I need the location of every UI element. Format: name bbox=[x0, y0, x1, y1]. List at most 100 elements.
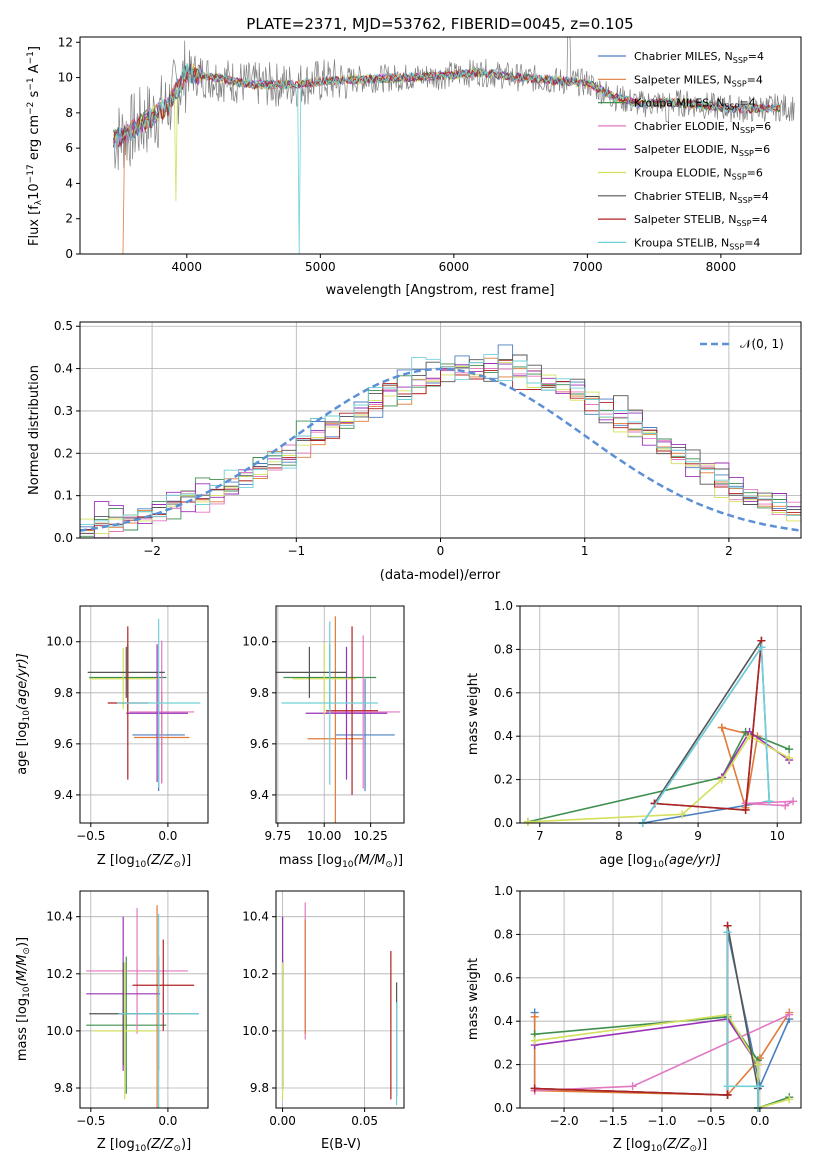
histogram-series bbox=[79, 344, 802, 539]
spectrum-legend: Chabrier MILES, NSSP=4 Salpeter MILES, NS… bbox=[598, 50, 771, 251]
x-tick-label: −1.0 bbox=[647, 1114, 676, 1128]
legend-label: Salpeter STELIB, NSSP=4 bbox=[634, 213, 768, 228]
y-tick-label: 9.8 bbox=[54, 1081, 73, 1095]
y-tick-label: 1.0 bbox=[494, 599, 513, 613]
spectrum-frame bbox=[79, 36, 802, 255]
mass-weight-marker bbox=[717, 775, 726, 784]
y-tick-label: 9.4 bbox=[250, 788, 269, 802]
mass-extinction-xlabel: E(B-V) bbox=[321, 1137, 361, 1152]
mass-weight-marker bbox=[628, 1082, 637, 1091]
age-metallicity-frame bbox=[79, 605, 209, 824]
histogram-step-line bbox=[80, 354, 801, 527]
mass-weight-age-ylabel: mass weight bbox=[466, 673, 481, 755]
y-tick-label: 2 bbox=[65, 212, 73, 226]
x-tick-label: 8 bbox=[615, 829, 623, 843]
mass-weight-metallicity-grid bbox=[520, 890, 801, 1109]
y-tick-label: 10.0 bbox=[242, 1024, 269, 1038]
mass-weight-metallicity-lines bbox=[530, 921, 794, 1112]
mass-weight-marker bbox=[789, 797, 798, 806]
mass-weight-marker bbox=[717, 723, 726, 732]
mass-metallicity-xticks: −0.5 0.0 bbox=[76, 1108, 177, 1128]
y-tick-label: 0.2 bbox=[494, 1058, 513, 1072]
mass-weight-marker bbox=[785, 753, 794, 762]
x-tick-label: 0.0 bbox=[750, 1114, 769, 1128]
mass-metallicity-frame bbox=[79, 890, 209, 1109]
x-tick-label: 9 bbox=[694, 829, 702, 843]
x-tick-label: 10 bbox=[770, 829, 785, 843]
age-mass-frame bbox=[275, 605, 405, 824]
y-tick-label: 10.4 bbox=[242, 910, 269, 924]
age-mass-yticks: 9.4 9.6 9.8 10.0 bbox=[242, 635, 276, 802]
y-tick-label: 9.6 bbox=[54, 737, 73, 751]
normal-legend-label: 𝒩(0, 1) bbox=[740, 337, 784, 351]
mass-weight-age-grid bbox=[520, 605, 801, 824]
mass-weight-marker bbox=[753, 1082, 762, 1091]
x-tick-label: 0 bbox=[437, 544, 445, 558]
y-tick-label: 0.0 bbox=[494, 1101, 513, 1115]
legend-label: Chabrier MILES, NSSP=4 bbox=[634, 50, 764, 65]
x-tick-label: 7000 bbox=[572, 260, 603, 274]
spectrum-xlabel: wavelength [Angstrom, rest frame] bbox=[326, 283, 555, 298]
y-tick-label: 10.0 bbox=[46, 1024, 73, 1038]
mass-extinction-yticks: 9.8 10.0 10.2 10.4 bbox=[242, 910, 276, 1095]
y-tick-label: 0.1 bbox=[54, 489, 73, 503]
x-tick-label: 0.0 bbox=[158, 1114, 177, 1128]
mass-extinction-errorbars bbox=[281, 902, 398, 1106]
x-tick-label: −0.5 bbox=[76, 1114, 105, 1128]
x-tick-label: 10.25 bbox=[353, 829, 387, 843]
y-tick-label: 0.5 bbox=[54, 319, 73, 333]
age-mass-panel: 9.75 10.00 10.25 9.4 9.6 9.8 10.0 mass [log10… bbox=[242, 605, 405, 870]
y-tick-label: 10.0 bbox=[242, 635, 269, 649]
mass-weight-marker bbox=[723, 928, 732, 937]
mass-weight-marker bbox=[785, 745, 794, 754]
x-tick-label: 8000 bbox=[706, 260, 737, 274]
y-tick-label: 10.2 bbox=[46, 967, 73, 981]
y-tick-label: 1.0 bbox=[494, 884, 513, 898]
histogram-frame bbox=[79, 321, 802, 539]
y-tick-label: 0.6 bbox=[494, 971, 513, 985]
x-tick-label: −0.5 bbox=[696, 1114, 725, 1128]
spectrum-title: PLATE=2371, MJD=53762, FIBERID=0045, z=0… bbox=[246, 15, 633, 33]
y-tick-label: 0.4 bbox=[494, 1014, 513, 1028]
y-tick-label: 0.4 bbox=[494, 729, 513, 743]
mass-weight-metallicity-xlabel: Z [log10(Z/Z⊙)] bbox=[613, 1137, 707, 1154]
x-tick-label: 2 bbox=[725, 544, 733, 558]
mass-metallicity-grid bbox=[80, 891, 208, 1108]
mass-weight-line bbox=[527, 730, 790, 823]
mass-weight-age-yticks: 0.0 0.2 0.4 0.6 0.8 1.0 bbox=[494, 599, 520, 830]
mass-metallicity-yticks: 9.8 10.0 10.2 10.4 bbox=[46, 910, 80, 1095]
legend-label: Chabrier STELIB, NSSP=4 bbox=[634, 190, 769, 205]
mass-weight-marker bbox=[785, 1010, 794, 1019]
mass-metallicity-errorbars bbox=[86, 905, 199, 1108]
x-tick-label: 10.00 bbox=[307, 829, 341, 843]
age-metallicity-panel: −0.5 0.0 9.4 9.6 9.8 10.0 Z [log10(Z/Z⊙)] ag… bbox=[15, 605, 209, 870]
mass-weight-metallicity-xticks: −2.0 −1.5 −1.0 −0.5 0.0 bbox=[549, 1108, 769, 1128]
mass-weight-metallicity-yticks: 0.0 0.2 0.4 0.6 0.8 1.0 bbox=[494, 884, 520, 1115]
y-tick-label: 6 bbox=[65, 141, 73, 155]
mass-weight-marker bbox=[530, 1084, 539, 1093]
histogram-ylabel: Normed distribution bbox=[27, 365, 42, 495]
y-tick-label: 4 bbox=[65, 176, 73, 190]
age-mass-xticks: 9.75 10.00 10.25 bbox=[264, 823, 388, 843]
y-tick-label: 10.4 bbox=[46, 910, 73, 924]
histogram-legend: 𝒩(0, 1) bbox=[700, 337, 784, 351]
mass-extinction-frame bbox=[275, 890, 405, 1109]
mass-weight-marker bbox=[678, 810, 687, 819]
y-tick-label: 10.2 bbox=[242, 967, 269, 981]
y-tick-label: 0.0 bbox=[494, 816, 513, 830]
x-tick-label: 5000 bbox=[305, 260, 336, 274]
x-tick-label: 1 bbox=[581, 544, 589, 558]
x-tick-label: 0.0 bbox=[158, 829, 177, 843]
y-tick-label: 0.8 bbox=[494, 642, 513, 656]
age-metallicity-yticks: 9.4 9.6 9.8 10.0 bbox=[46, 635, 80, 802]
legend-label: Kroupa STELIB, NSSP=4 bbox=[634, 236, 760, 251]
x-tick-label: 7 bbox=[536, 829, 544, 843]
mass-weight-age-xlabel: age [log10(age/yr)] bbox=[599, 853, 721, 870]
y-tick-label: 9.4 bbox=[54, 788, 73, 802]
mass-weight-marker bbox=[741, 805, 750, 814]
y-tick-label: 0 bbox=[65, 247, 73, 261]
spectrum-ylabel: Flux [fλ10−17 erg cm−2 s−1 A−1] bbox=[26, 46, 44, 246]
y-tick-label: 9.6 bbox=[250, 737, 269, 751]
x-tick-label: 6000 bbox=[439, 260, 470, 274]
mass-weight-age-panel: 7 8 9 10 0.0 0.2 0.4 0.6 0.8 1.0 age [log10(age/… bbox=[466, 599, 802, 870]
